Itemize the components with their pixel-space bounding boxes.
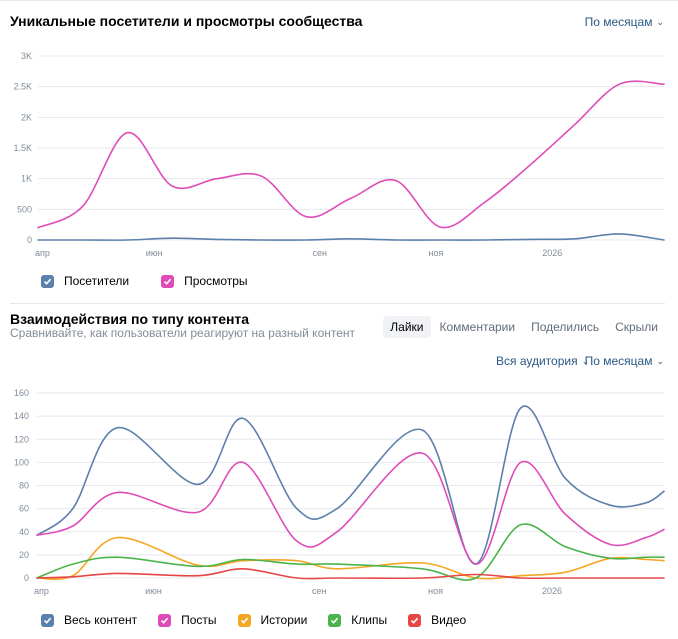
checkbox-checked-icon xyxy=(158,613,172,627)
y-tick-label: 60 xyxy=(19,504,29,514)
checkbox-checked-icon xyxy=(328,613,342,627)
checkbox-checked-icon xyxy=(237,613,251,627)
tab-comments[interactable]: Комментарии xyxy=(439,320,516,334)
x-tick-label: ноя xyxy=(428,586,443,596)
chevron-down-icon: ⌄ xyxy=(656,356,664,366)
top-divider xyxy=(0,0,678,1)
interactions-legend: Весь контент Посты Истории Клипы Видео xyxy=(41,613,466,627)
x-tick-label: сен xyxy=(312,586,327,596)
x-tick-label: июн xyxy=(145,586,162,596)
legend-item-posts[interactable]: Посты xyxy=(158,613,217,627)
series-line-clips xyxy=(36,523,665,581)
y-tick-label: 160 xyxy=(14,388,29,398)
x-tick-label: 2026 xyxy=(542,248,562,258)
checkbox-checked-icon xyxy=(408,613,422,627)
views-chart-title: Уникальные посетители и просмотры сообще… xyxy=(10,13,363,29)
legend-label-all-content: Весь контент xyxy=(64,613,138,627)
legend-label-clips: Клипы xyxy=(351,613,388,627)
interactions-period-dropdown[interactable]: По месяцам ⌄ xyxy=(585,354,664,368)
y-tick-label: 120 xyxy=(14,434,29,444)
legend-label-posts: Посты xyxy=(181,613,217,627)
chevron-down-icon: ⌄ xyxy=(581,356,590,366)
y-tick-label: 1K xyxy=(21,174,32,184)
y-tick-label: 80 xyxy=(19,481,29,491)
checkbox-checked-icon xyxy=(41,613,54,627)
section-divider xyxy=(10,303,665,304)
legend-label-views: Просмотры xyxy=(184,274,248,288)
legend-item-stories[interactable]: Истории xyxy=(237,613,308,627)
legend-item-clips[interactable]: Клипы xyxy=(328,613,387,627)
series-line-video xyxy=(36,567,665,580)
y-tick-label: 140 xyxy=(14,411,29,421)
x-tick-label: 2026 xyxy=(542,586,562,596)
chevron-down-icon: ⌄ xyxy=(656,17,664,27)
series-line-all xyxy=(36,405,665,565)
checkbox-checked-icon xyxy=(41,274,54,288)
y-tick-label: 20 xyxy=(19,550,29,560)
interactions-chart-subtitle: Сравнивайте, как пользователи реагируют … xyxy=(10,326,356,340)
y-tick-label: 3K xyxy=(21,51,32,61)
x-tick-label: апр xyxy=(34,586,49,596)
series-line-visitors xyxy=(37,233,665,241)
legend-label-stories: Истории xyxy=(260,613,308,627)
x-tick-label: июн xyxy=(146,248,163,258)
interactions-line-chart: 020406080100120140160априюнсенноя2026апр xyxy=(14,388,665,596)
legend-item-views[interactable]: Просмотры xyxy=(161,274,248,288)
audience-label: Вся аудитория xyxy=(496,354,578,368)
audience-dropdown[interactable]: Вся аудитория ⌄ xyxy=(496,354,589,368)
x-tick-label: ноя xyxy=(429,248,444,258)
y-tick-label: 100 xyxy=(14,457,29,467)
legend-item-visitors[interactable]: Посетители xyxy=(41,274,129,288)
y-tick-label: 500 xyxy=(17,204,32,214)
y-tick-label: 2K xyxy=(21,112,32,122)
y-tick-label: 1.5K xyxy=(13,143,32,153)
tab-hidden[interactable]: Скрыли xyxy=(615,320,658,334)
views-period-dropdown[interactable]: По месяцам ⌄ xyxy=(585,15,664,29)
interactions-period-label: По месяцам xyxy=(584,354,653,368)
legend-item-video[interactable]: Видео xyxy=(408,613,466,627)
views-legend: Посетители Просмотры xyxy=(41,274,248,288)
checkbox-checked-icon xyxy=(161,274,175,288)
tab-likes[interactable]: Лайки xyxy=(383,316,431,338)
x-tick-label: сен xyxy=(312,248,327,258)
y-tick-label: 0 xyxy=(27,235,32,245)
y-tick-label: 40 xyxy=(19,527,29,537)
views-period-label: По месяцам xyxy=(584,15,653,29)
series-line-views xyxy=(37,80,665,229)
series-line-posts xyxy=(36,452,665,565)
legend-item-all-content[interactable]: Весь контент xyxy=(41,613,137,627)
legend-label-video: Видео xyxy=(431,613,467,627)
interaction-type-tabs: Лайки Комментарии Поделились Скрыли xyxy=(383,316,665,338)
legend-label-visitors: Посетители xyxy=(64,274,130,288)
y-tick-label: 2.5K xyxy=(13,82,32,92)
y-tick-label: 0 xyxy=(24,573,29,583)
interactions-chart-title: Взаимодействия по типу контента xyxy=(10,311,250,327)
tab-shares[interactable]: Поделились xyxy=(531,320,600,334)
x-tick-label: апр xyxy=(35,248,50,258)
series-line-stories xyxy=(36,536,665,581)
